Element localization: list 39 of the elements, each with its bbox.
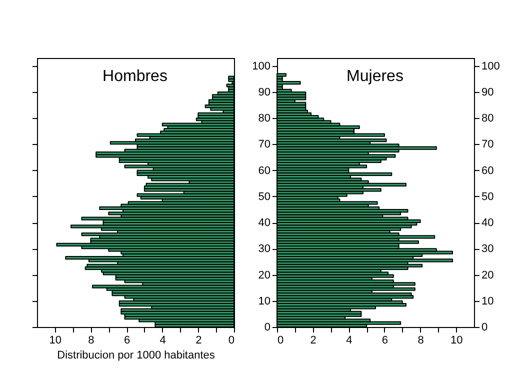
x-tick-label: 4 xyxy=(160,334,166,346)
y-tick-label: 10 xyxy=(258,295,270,308)
y-tick-label: 60 xyxy=(258,164,270,177)
y2-tick-label: 0 xyxy=(482,322,488,334)
x-tick-label: 6 xyxy=(382,334,388,346)
x-axis-title: Distribucion por 1000 habitantes xyxy=(57,350,216,362)
x-tick-label: 10 xyxy=(450,334,463,346)
x-tick-label: 4 xyxy=(346,334,352,346)
x-tick-label: 0 xyxy=(228,334,234,346)
y-tick-label: 0 xyxy=(264,322,270,334)
y2-tick-label: 60 xyxy=(482,164,494,177)
text: Mujeres xyxy=(346,68,404,85)
y-tick-label: 40 xyxy=(258,217,270,230)
y2-tick-label: 70 xyxy=(482,138,494,151)
bar xyxy=(276,81,301,85)
y-tick-label: 30 xyxy=(258,243,270,256)
x-tick-label: 2 xyxy=(196,334,202,346)
y2-tick-label: 20 xyxy=(482,269,494,282)
y2-tick-label: 90 xyxy=(482,86,494,98)
text: Hombres xyxy=(102,68,168,85)
x-tick-label: 2 xyxy=(310,334,316,346)
y2-tick-label: 10 xyxy=(482,295,494,308)
x-tick-label: 8 xyxy=(418,334,424,346)
x-tick-label: 0 xyxy=(278,334,284,346)
y-tick-label: 50 xyxy=(258,190,270,203)
y2-tick-label: 40 xyxy=(482,217,494,230)
y2-tick-label: 100 xyxy=(482,60,500,72)
x-tick-label: 6 xyxy=(124,334,130,346)
y-tick-label: 80 xyxy=(258,112,270,125)
y-tick-label: 70 xyxy=(258,138,270,151)
y-tick-label: 100 xyxy=(252,60,270,72)
x-tick-label: 8 xyxy=(88,334,94,346)
x-tick-label: 10 xyxy=(49,334,62,346)
y-tick-label: 90 xyxy=(258,86,270,98)
y-tick-label: 20 xyxy=(258,269,270,282)
y2-tick-label: 30 xyxy=(482,243,494,256)
y2-tick-label: 50 xyxy=(482,190,494,203)
bar xyxy=(276,73,286,77)
y2-tick-label: 80 xyxy=(482,112,494,125)
